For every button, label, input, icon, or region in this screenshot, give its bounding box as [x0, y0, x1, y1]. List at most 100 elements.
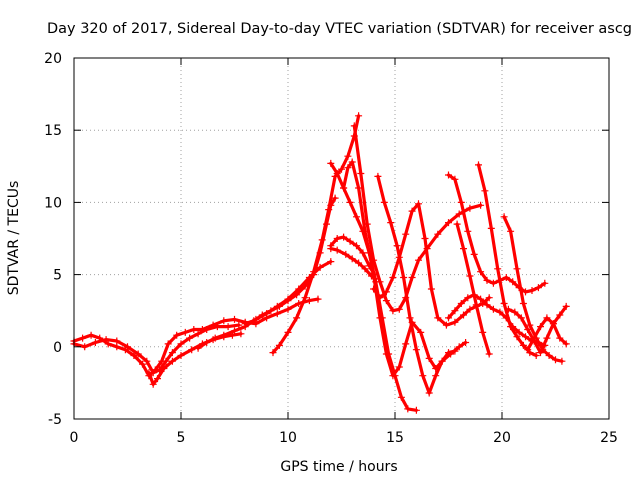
data-point [344, 164, 352, 172]
data-point [79, 334, 87, 342]
data-point [472, 301, 480, 309]
data-point [402, 230, 410, 238]
data-point [494, 265, 502, 273]
data-point [475, 161, 482, 169]
data-point [466, 204, 474, 212]
x-axis-label: GPS time / hours [280, 459, 397, 475]
data-layer [70, 112, 570, 414]
data-point [194, 344, 202, 352]
data-point [231, 315, 238, 323]
data-point [305, 297, 313, 305]
data-point [327, 245, 335, 253]
data-point [267, 307, 275, 315]
data-point [235, 321, 243, 329]
data-point [258, 311, 266, 319]
series-trace [446, 173, 547, 294]
data-point [517, 314, 525, 322]
series-arc-3 [145, 330, 245, 388]
data-point [507, 323, 515, 331]
data-point [455, 343, 463, 351]
data-point [460, 245, 467, 253]
data-point [502, 274, 510, 281]
data-point [370, 271, 378, 279]
data-point [519, 300, 527, 307]
data-point [359, 249, 367, 257]
data-point [241, 320, 249, 328]
data-point [293, 314, 301, 322]
data-point [412, 346, 420, 354]
data-point [333, 235, 341, 242]
data-point [370, 256, 378, 264]
data-point [477, 268, 485, 276]
series-arc-18 [500, 213, 566, 365]
data-point [412, 406, 420, 414]
data-point [483, 276, 491, 284]
data-point [293, 291, 301, 299]
data-point [177, 352, 185, 359]
series-trace [446, 293, 547, 347]
series-arc-20 [524, 314, 570, 354]
data-point [250, 317, 258, 325]
x-tick-label: 10 [279, 430, 297, 446]
data-point [389, 372, 397, 380]
series-trace [342, 160, 457, 378]
data-point [477, 295, 485, 303]
y-tick-label: 15 [44, 123, 62, 139]
x-tick-label: 25 [600, 430, 618, 446]
data-point [395, 363, 403, 371]
data-point [415, 200, 422, 208]
data-point [445, 314, 452, 322]
data-point [500, 300, 508, 307]
series-arc-13 [374, 172, 470, 397]
data-point [509, 278, 517, 286]
data-point [376, 278, 384, 286]
series-arc-14 [445, 171, 549, 296]
data-point [370, 285, 378, 293]
data-point [524, 346, 532, 354]
data-point [104, 340, 112, 348]
data-point [357, 170, 365, 177]
data-point [415, 256, 422, 264]
data-point [526, 321, 534, 329]
series-trace [502, 215, 564, 363]
series-trace [72, 323, 241, 375]
data-point [464, 227, 472, 235]
data-point [425, 354, 433, 362]
data-point [355, 184, 363, 192]
data-point [160, 365, 168, 372]
data-point [389, 307, 397, 315]
data-point [316, 263, 324, 271]
data-point [346, 198, 354, 206]
data-point [102, 336, 110, 344]
data-point [404, 405, 412, 413]
data-point [124, 343, 131, 351]
data-point [284, 305, 292, 313]
data-point [325, 206, 333, 214]
y-tick-label: 0 [53, 340, 62, 356]
data-point [417, 328, 425, 336]
data-point [541, 279, 549, 287]
data-point [376, 294, 384, 302]
data-point [534, 284, 542, 292]
data-point [457, 300, 465, 307]
data-point [445, 219, 452, 227]
data-point [340, 184, 348, 192]
data-point [496, 308, 504, 316]
data-point [194, 330, 202, 338]
data-point [408, 207, 416, 215]
data-point [149, 380, 157, 388]
data-point [203, 326, 211, 333]
data-point [400, 274, 408, 281]
data-point [87, 331, 95, 339]
data-point [273, 310, 281, 318]
data-point [382, 350, 390, 358]
data-point [562, 302, 570, 310]
data-point [348, 158, 356, 166]
y-tick-label: -5 [48, 412, 62, 428]
data-point [342, 250, 350, 258]
data-point [327, 258, 335, 266]
data-point [318, 236, 326, 244]
data-point [524, 326, 532, 333]
data-point [382, 288, 390, 296]
